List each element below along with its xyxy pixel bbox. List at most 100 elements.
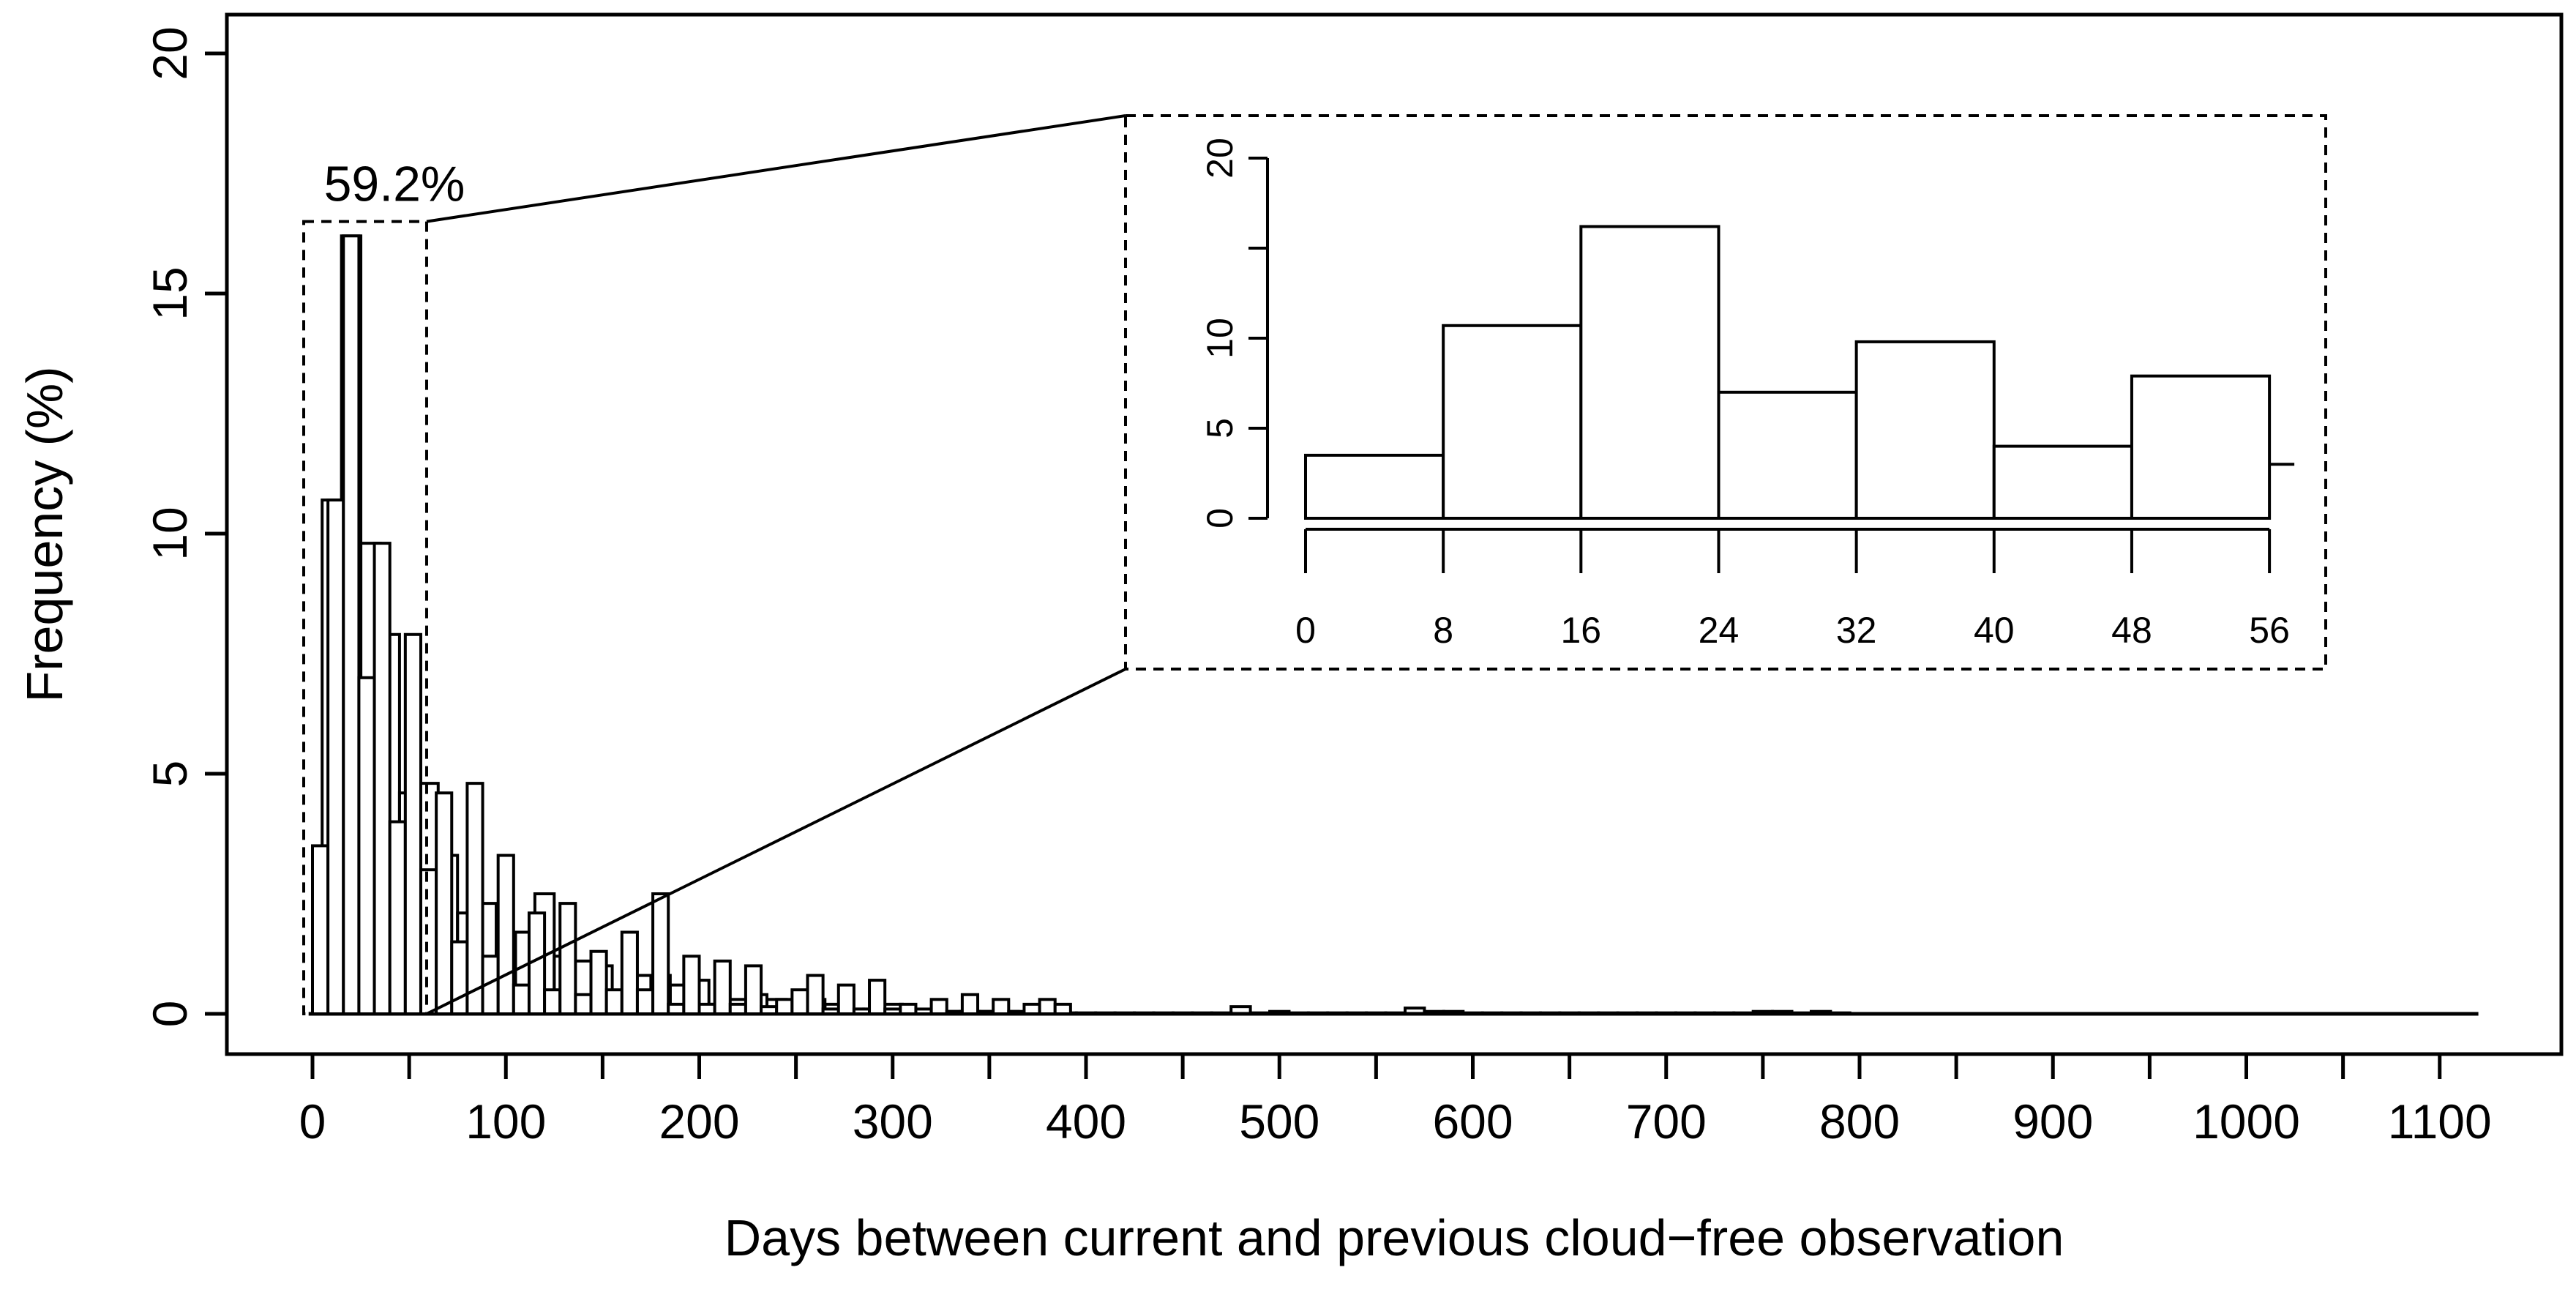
overlay-bar <box>326 498 345 1015</box>
histogram-bar <box>1423 1009 1445 1015</box>
inset-x-tick-label: 56 <box>2249 610 2290 651</box>
overlay-bar <box>1038 998 1057 1015</box>
inset-x-tick-label: 40 <box>1974 610 2015 651</box>
histogram-bar <box>1345 1011 1368 1015</box>
histogram-bar <box>1597 1011 1620 1015</box>
inset-x-tick-label: 0 <box>1295 610 1316 651</box>
overlay-bar <box>852 1007 872 1015</box>
histogram-bar <box>1655 1011 1677 1015</box>
inset-bar <box>1442 324 1583 520</box>
zoom-box <box>302 220 428 1016</box>
zoom-connector-top <box>426 114 1126 223</box>
overlay-bar <box>1022 1002 1041 1016</box>
overlay-bar <box>496 854 515 1016</box>
overlay-bar <box>419 868 438 1015</box>
inset-bar <box>1854 340 1996 520</box>
inset-bar <box>1304 453 1445 520</box>
x-tick-label: 400 <box>1046 1094 1126 1149</box>
overlay-bar <box>821 1007 840 1015</box>
overlay-bar <box>604 988 624 1015</box>
overlay-bar <box>697 1002 716 1016</box>
histogram-bar <box>1693 1011 1716 1015</box>
histogram-bar <box>1094 1011 1117 1015</box>
overlay-bar <box>589 949 608 1015</box>
x-tick-label: 1000 <box>2193 1094 2300 1149</box>
histogram-bar <box>1113 1011 1137 1015</box>
overlay-bar <box>372 542 392 1015</box>
histogram-bar <box>1519 1011 1542 1015</box>
histogram-bar <box>1306 1011 1330 1015</box>
inset-bar <box>1579 225 1721 520</box>
histogram-bar <box>1712 1011 1736 1015</box>
histogram-bar <box>1809 1009 1832 1015</box>
histogram-bar <box>1326 1011 1349 1015</box>
x-tick-label: 0 <box>299 1094 326 1149</box>
inset-x-axis: 0 8 16 24 32 40 48 56 <box>1295 528 2290 651</box>
histogram-bar <box>1268 1009 1291 1015</box>
histogram-bar <box>1152 1011 1175 1015</box>
zoom-annotation: 59.2% <box>302 114 1126 1016</box>
x-tick-label: 900 <box>2012 1094 2093 1149</box>
y-tick-label: 5 <box>143 761 197 788</box>
inset-x-tick-label: 24 <box>1699 610 1740 651</box>
inset-panel: 0 5 10 20 0 8 16 24 32 40 48 56 <box>1124 114 2327 671</box>
overlay-bar <box>311 844 330 1016</box>
inset-bar <box>2130 374 2272 520</box>
overlay-bar <box>806 974 825 1016</box>
overlay-bar <box>760 1005 779 1016</box>
histogram-bar <box>1577 1011 1600 1015</box>
x-tick-label: 700 <box>1626 1094 1707 1149</box>
inset-x-tick-label: 48 <box>2111 610 2152 651</box>
overlay-bar <box>790 988 809 1015</box>
histogram-bar <box>1442 1009 1465 1015</box>
overlay-bar <box>403 632 422 1015</box>
inset-histogram <box>1304 225 2295 520</box>
histogram-bar <box>1461 1011 1484 1015</box>
overlay-bar <box>388 820 407 1015</box>
overlay-bar <box>945 1009 964 1015</box>
histogram-bar <box>1558 1011 1581 1015</box>
x-axis: 0 100 200 300 400 500 600 700 800 900 1000 1100 <box>299 1052 2492 1149</box>
histogram-bar <box>1674 1011 1697 1015</box>
zoom-box-label: 59.2% <box>324 157 465 212</box>
overlay-bar <box>1053 1002 1072 1016</box>
x-tick-label: 200 <box>659 1094 739 1149</box>
overlay-bar <box>450 940 469 1015</box>
overlay-bar <box>992 998 1011 1015</box>
histogram-bar <box>1171 1011 1194 1015</box>
x-tick-label: 600 <box>1432 1094 1513 1149</box>
inset-y-tick-label: 10 <box>1199 318 1240 359</box>
x-tick-label: 100 <box>465 1094 546 1149</box>
overlay-bar <box>543 988 562 1015</box>
overlay-bar <box>728 1002 747 1016</box>
overlay-bar <box>976 1009 995 1015</box>
overlay-bar <box>775 998 794 1015</box>
overlay-bar <box>883 1007 902 1015</box>
histogram-bar <box>1732 1011 1755 1015</box>
y-tick-label: 10 <box>143 507 197 560</box>
y-tick-label: 20 <box>143 26 197 80</box>
inset-bar <box>1992 444 2133 520</box>
inset-y-tick-label: 20 <box>1199 138 1240 179</box>
x-axis-title: Days between current and previous cloud−… <box>724 1209 2064 1266</box>
overlay-bar <box>342 234 361 1015</box>
histogram-bar <box>1210 1011 1233 1015</box>
inset-bar <box>1717 390 1858 520</box>
histogram-bar <box>1287 1011 1310 1015</box>
inset-y-tick-label: 0 <box>1199 508 1240 529</box>
overlay-bar <box>929 998 948 1015</box>
overlay-bar <box>713 959 732 1015</box>
inset-y-axis: 0 5 10 20 <box>1199 138 1269 529</box>
overlay-bar <box>465 782 484 1015</box>
x-tick-label: 500 <box>1239 1094 1319 1149</box>
overlay-bar <box>914 1007 933 1015</box>
overlay-bar <box>435 791 454 1015</box>
histogram-bar <box>1538 1011 1562 1015</box>
y-axis-title: Frequency (%) <box>16 366 73 702</box>
overlay-bar <box>960 993 980 1016</box>
overlay-bar <box>899 1002 918 1016</box>
histogram-bar <box>1384 1011 1407 1015</box>
histogram-bar <box>1133 1011 1156 1015</box>
